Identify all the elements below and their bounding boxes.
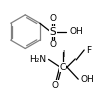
Text: OH: OH	[69, 27, 83, 36]
Text: O: O	[50, 14, 56, 23]
Text: l: l	[62, 50, 64, 59]
Text: F: F	[86, 46, 91, 55]
Text: H₂N: H₂N	[29, 55, 47, 64]
Text: O: O	[50, 40, 56, 49]
Text: OH: OH	[81, 75, 94, 84]
Text: S: S	[50, 27, 56, 37]
Text: O: O	[52, 81, 59, 90]
Text: C: C	[60, 63, 66, 72]
